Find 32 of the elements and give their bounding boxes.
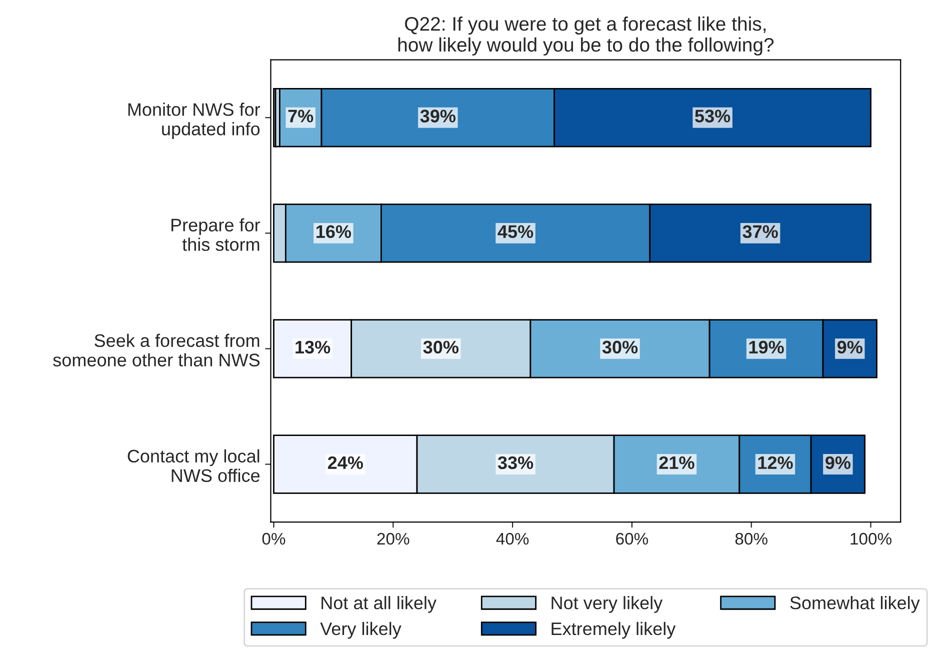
data-label: 39% xyxy=(420,110,456,122)
data-label: 16% xyxy=(316,225,352,238)
data-label: 19% xyxy=(749,340,784,354)
y-tick-label: Monitor NWS for updated info xyxy=(128,102,260,139)
data-label: 30% xyxy=(423,340,458,354)
data-label: 13% xyxy=(296,340,330,354)
x-tick-label: 100% xyxy=(850,532,892,545)
chart-title: Q22: If you were to get a forecast like this, how likely would you be to do the following? xyxy=(398,16,774,56)
data-label: 9% xyxy=(825,456,850,470)
y-tick-label: Seek a forecast from someone other than NWS xyxy=(53,334,260,366)
data-label: 53% xyxy=(695,110,730,122)
legend-label: Extremely likely xyxy=(552,622,676,639)
data-label: 37% xyxy=(742,225,778,238)
y-tick-label: Prepare for this storm xyxy=(172,218,260,251)
x-tick-label: 20% xyxy=(377,532,410,545)
x-tick-label: 40% xyxy=(496,532,529,545)
data-label: 9% xyxy=(837,340,862,354)
data-label: 21% xyxy=(659,456,694,470)
legend-label: Not at all likely xyxy=(322,596,436,613)
x-tick-label: 80% xyxy=(735,532,768,545)
legend-label: Very likely xyxy=(320,622,402,639)
x-tick-label: 60% xyxy=(616,532,648,545)
legend-label: Somewhat likely xyxy=(790,596,920,613)
data-label: 30% xyxy=(602,340,638,354)
data-label: 12% xyxy=(758,456,793,470)
y-tick-label: Contact my local NWS office xyxy=(128,449,260,482)
data-label: 24% xyxy=(328,456,363,470)
data-label: 45% xyxy=(498,225,534,238)
x-tick-label: 0% xyxy=(262,532,286,545)
legend-label: Not very likely xyxy=(552,596,663,613)
data-label: 33% xyxy=(498,456,534,470)
data-label: 7% xyxy=(288,110,314,122)
